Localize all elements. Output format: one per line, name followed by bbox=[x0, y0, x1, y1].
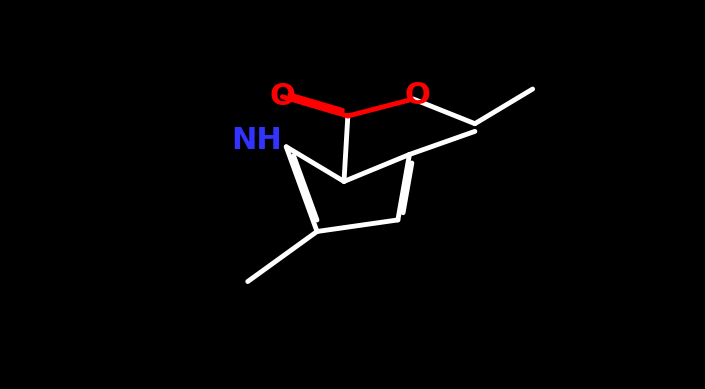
Text: O: O bbox=[404, 81, 430, 110]
Text: O: O bbox=[269, 82, 295, 111]
Text: NH: NH bbox=[232, 126, 283, 155]
